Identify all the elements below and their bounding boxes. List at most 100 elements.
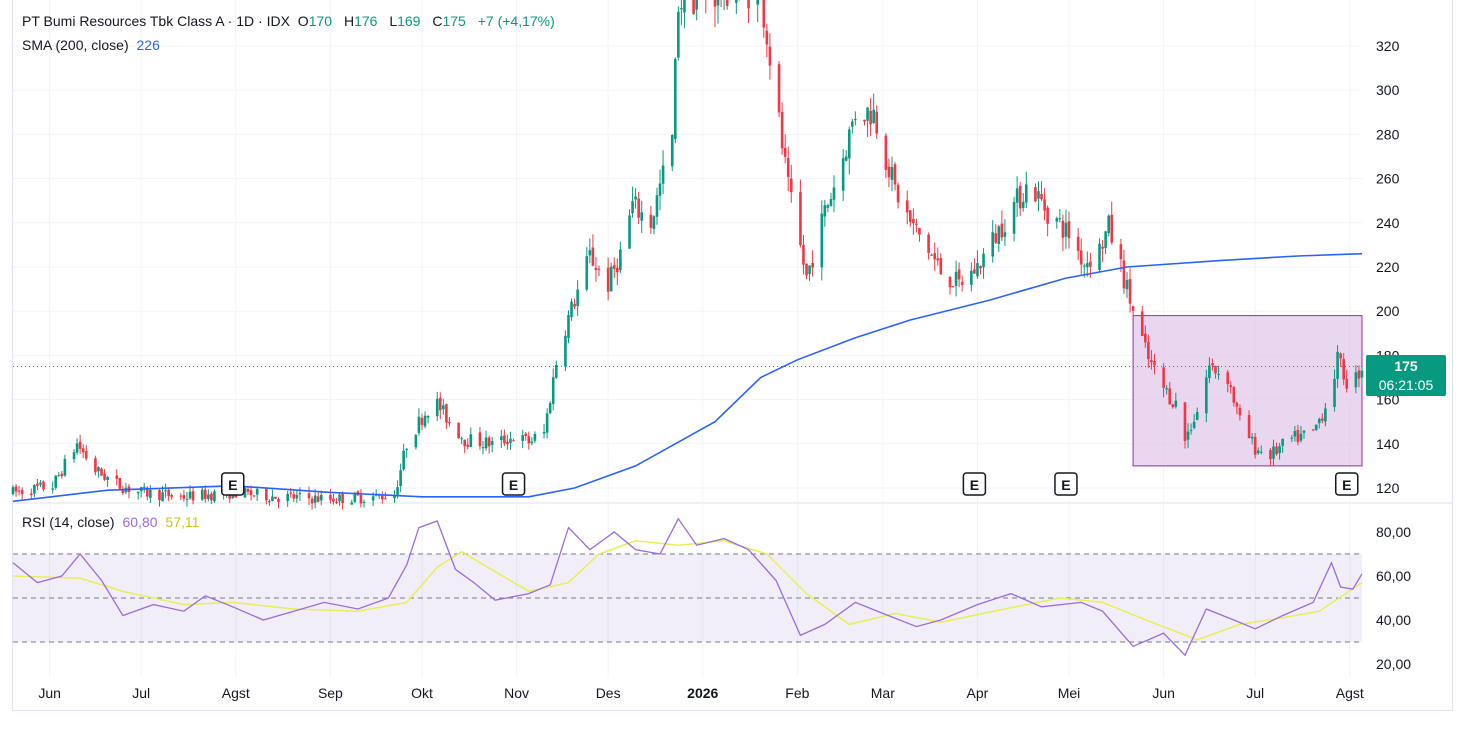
candle-body (658, 183, 662, 196)
candle-body (490, 441, 494, 445)
rsi-lines (12, 517, 1363, 657)
candle-body (414, 434, 418, 448)
candle-body (695, 0, 698, 10)
candle-body (509, 438, 512, 443)
candle (420, 413, 424, 430)
candle (658, 169, 662, 211)
candle-body (799, 191, 802, 246)
candle-body (1302, 430, 1306, 433)
candle-body (246, 488, 250, 492)
candle-body (973, 269, 976, 274)
candle-body (908, 210, 912, 222)
candle (191, 487, 195, 505)
candle-body (1098, 243, 1101, 270)
candle-body (545, 413, 549, 433)
candle (1119, 238, 1123, 273)
candle-body (1064, 222, 1068, 237)
candle (30, 488, 33, 499)
earnings-marker: E (1054, 472, 1078, 496)
candle-body (768, 46, 772, 66)
candle-body (164, 490, 167, 492)
candle-body (887, 166, 891, 178)
candle (588, 238, 592, 264)
candle-body (777, 64, 781, 113)
candle (637, 192, 640, 225)
candle-body (762, 0, 766, 28)
candle (677, 6, 680, 61)
candle (1281, 438, 1284, 453)
candle-body (588, 250, 592, 256)
candle (723, 0, 725, 11)
candle-body (210, 493, 213, 501)
candle-body (1256, 450, 1260, 454)
candle (847, 126, 851, 175)
candle (1189, 423, 1193, 435)
candle (1064, 209, 1068, 249)
candle-body (149, 490, 152, 498)
rsi-legend[interactable]: RSI (14, close) 60,80 57,11 (22, 514, 203, 530)
candle (332, 493, 335, 505)
candle-body (100, 468, 103, 476)
time-tick-label: Mei (1058, 685, 1081, 701)
candle (713, 0, 717, 27)
candle (127, 483, 131, 499)
candle (832, 175, 836, 213)
candle-body (188, 491, 192, 499)
candle-body (820, 213, 824, 268)
candle-body (417, 416, 421, 434)
candle-body (51, 488, 54, 490)
symbol-legend[interactable]: PT Bumi Resources Tbk Class A · 1D · IDX… (22, 13, 559, 29)
sma-legend[interactable]: SMA (200, close) 226 (22, 37, 164, 53)
candle (1211, 358, 1214, 371)
candle (1354, 365, 1358, 394)
candle (51, 481, 54, 494)
candle-body (765, 30, 769, 45)
candle-body (203, 489, 207, 500)
candle-body (396, 487, 399, 495)
candle-body (884, 135, 888, 170)
candle (442, 398, 445, 415)
candle-body (521, 435, 524, 441)
candle (548, 401, 552, 415)
candle-body (54, 475, 58, 488)
candle-body (115, 475, 119, 479)
candle-body (207, 494, 210, 499)
candle-body (200, 489, 204, 500)
candle-body (1253, 436, 1257, 455)
candle (481, 440, 485, 455)
candle (634, 188, 637, 209)
earnings-marker-box (1334, 472, 1359, 496)
candle-body (1153, 361, 1156, 366)
candle (1122, 249, 1126, 294)
candle-body (1354, 372, 1358, 388)
candle-body (57, 475, 61, 477)
candle-body (1208, 365, 1211, 378)
earnings-marker: E (501, 472, 526, 496)
candle-body (185, 498, 189, 500)
candle (692, 0, 695, 15)
candle (207, 489, 210, 502)
candle-body (1003, 232, 1007, 237)
candle (1238, 404, 1242, 421)
candle (478, 426, 482, 450)
candle (1131, 305, 1135, 317)
candle (829, 193, 833, 207)
candle (1165, 385, 1168, 395)
price-tick-label: 300 (1376, 82, 1400, 98)
candle-body (142, 486, 146, 489)
price-tick-label: 280 (1376, 126, 1400, 142)
candle-body (594, 268, 598, 271)
candle (1171, 404, 1175, 409)
candle-body (1046, 207, 1049, 224)
candle (75, 438, 79, 455)
candle (896, 182, 900, 209)
candle-body (683, 0, 686, 13)
candle-body (670, 135, 674, 167)
candle-body (329, 494, 332, 500)
candle-body (271, 496, 274, 501)
candle (60, 470, 64, 479)
candle-body (106, 476, 109, 480)
candle-body (805, 263, 808, 276)
candle (167, 487, 170, 502)
